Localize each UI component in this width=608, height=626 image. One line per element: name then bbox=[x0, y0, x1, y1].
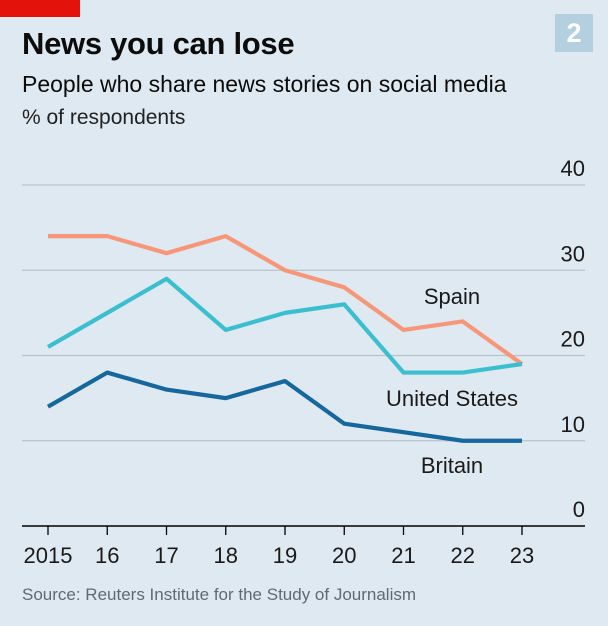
series-line-united-states bbox=[46, 276, 523, 375]
y-tick-label: 40 bbox=[561, 156, 585, 181]
x-tick-label: 21 bbox=[391, 543, 415, 568]
series-label-spain: Spain bbox=[424, 284, 480, 309]
chart-title: News you can lose bbox=[22, 26, 295, 61]
y-tick-label: 0 bbox=[573, 497, 585, 522]
series-line-britain bbox=[46, 370, 522, 443]
x-tick-label: 17 bbox=[154, 543, 178, 568]
series-line-spain bbox=[48, 234, 524, 366]
series-label-united-states: United States bbox=[386, 386, 518, 411]
source-note: Source: Reuters Institute for the Study … bbox=[22, 585, 417, 604]
x-tick-label: 19 bbox=[273, 543, 297, 568]
chart-number-badge: 2 bbox=[555, 14, 593, 52]
x-tick-label: 2015 bbox=[24, 543, 73, 568]
series-label-britain: Britain bbox=[421, 453, 483, 478]
y-axis-unit: % of respondents bbox=[22, 106, 186, 129]
y-tick-label: 20 bbox=[561, 327, 585, 352]
y-tick-label: 30 bbox=[561, 241, 585, 266]
brand-red-tag bbox=[0, 0, 80, 17]
x-tick-label: 18 bbox=[214, 543, 238, 568]
x-tick-label: 22 bbox=[451, 543, 475, 568]
x-tick-label: 20 bbox=[332, 543, 356, 568]
chart-subtitle: People who share news stories on social … bbox=[22, 71, 507, 97]
y-tick-label: 10 bbox=[561, 412, 585, 437]
x-tick-label: 16 bbox=[95, 543, 119, 568]
x-tick-label: 23 bbox=[510, 543, 534, 568]
